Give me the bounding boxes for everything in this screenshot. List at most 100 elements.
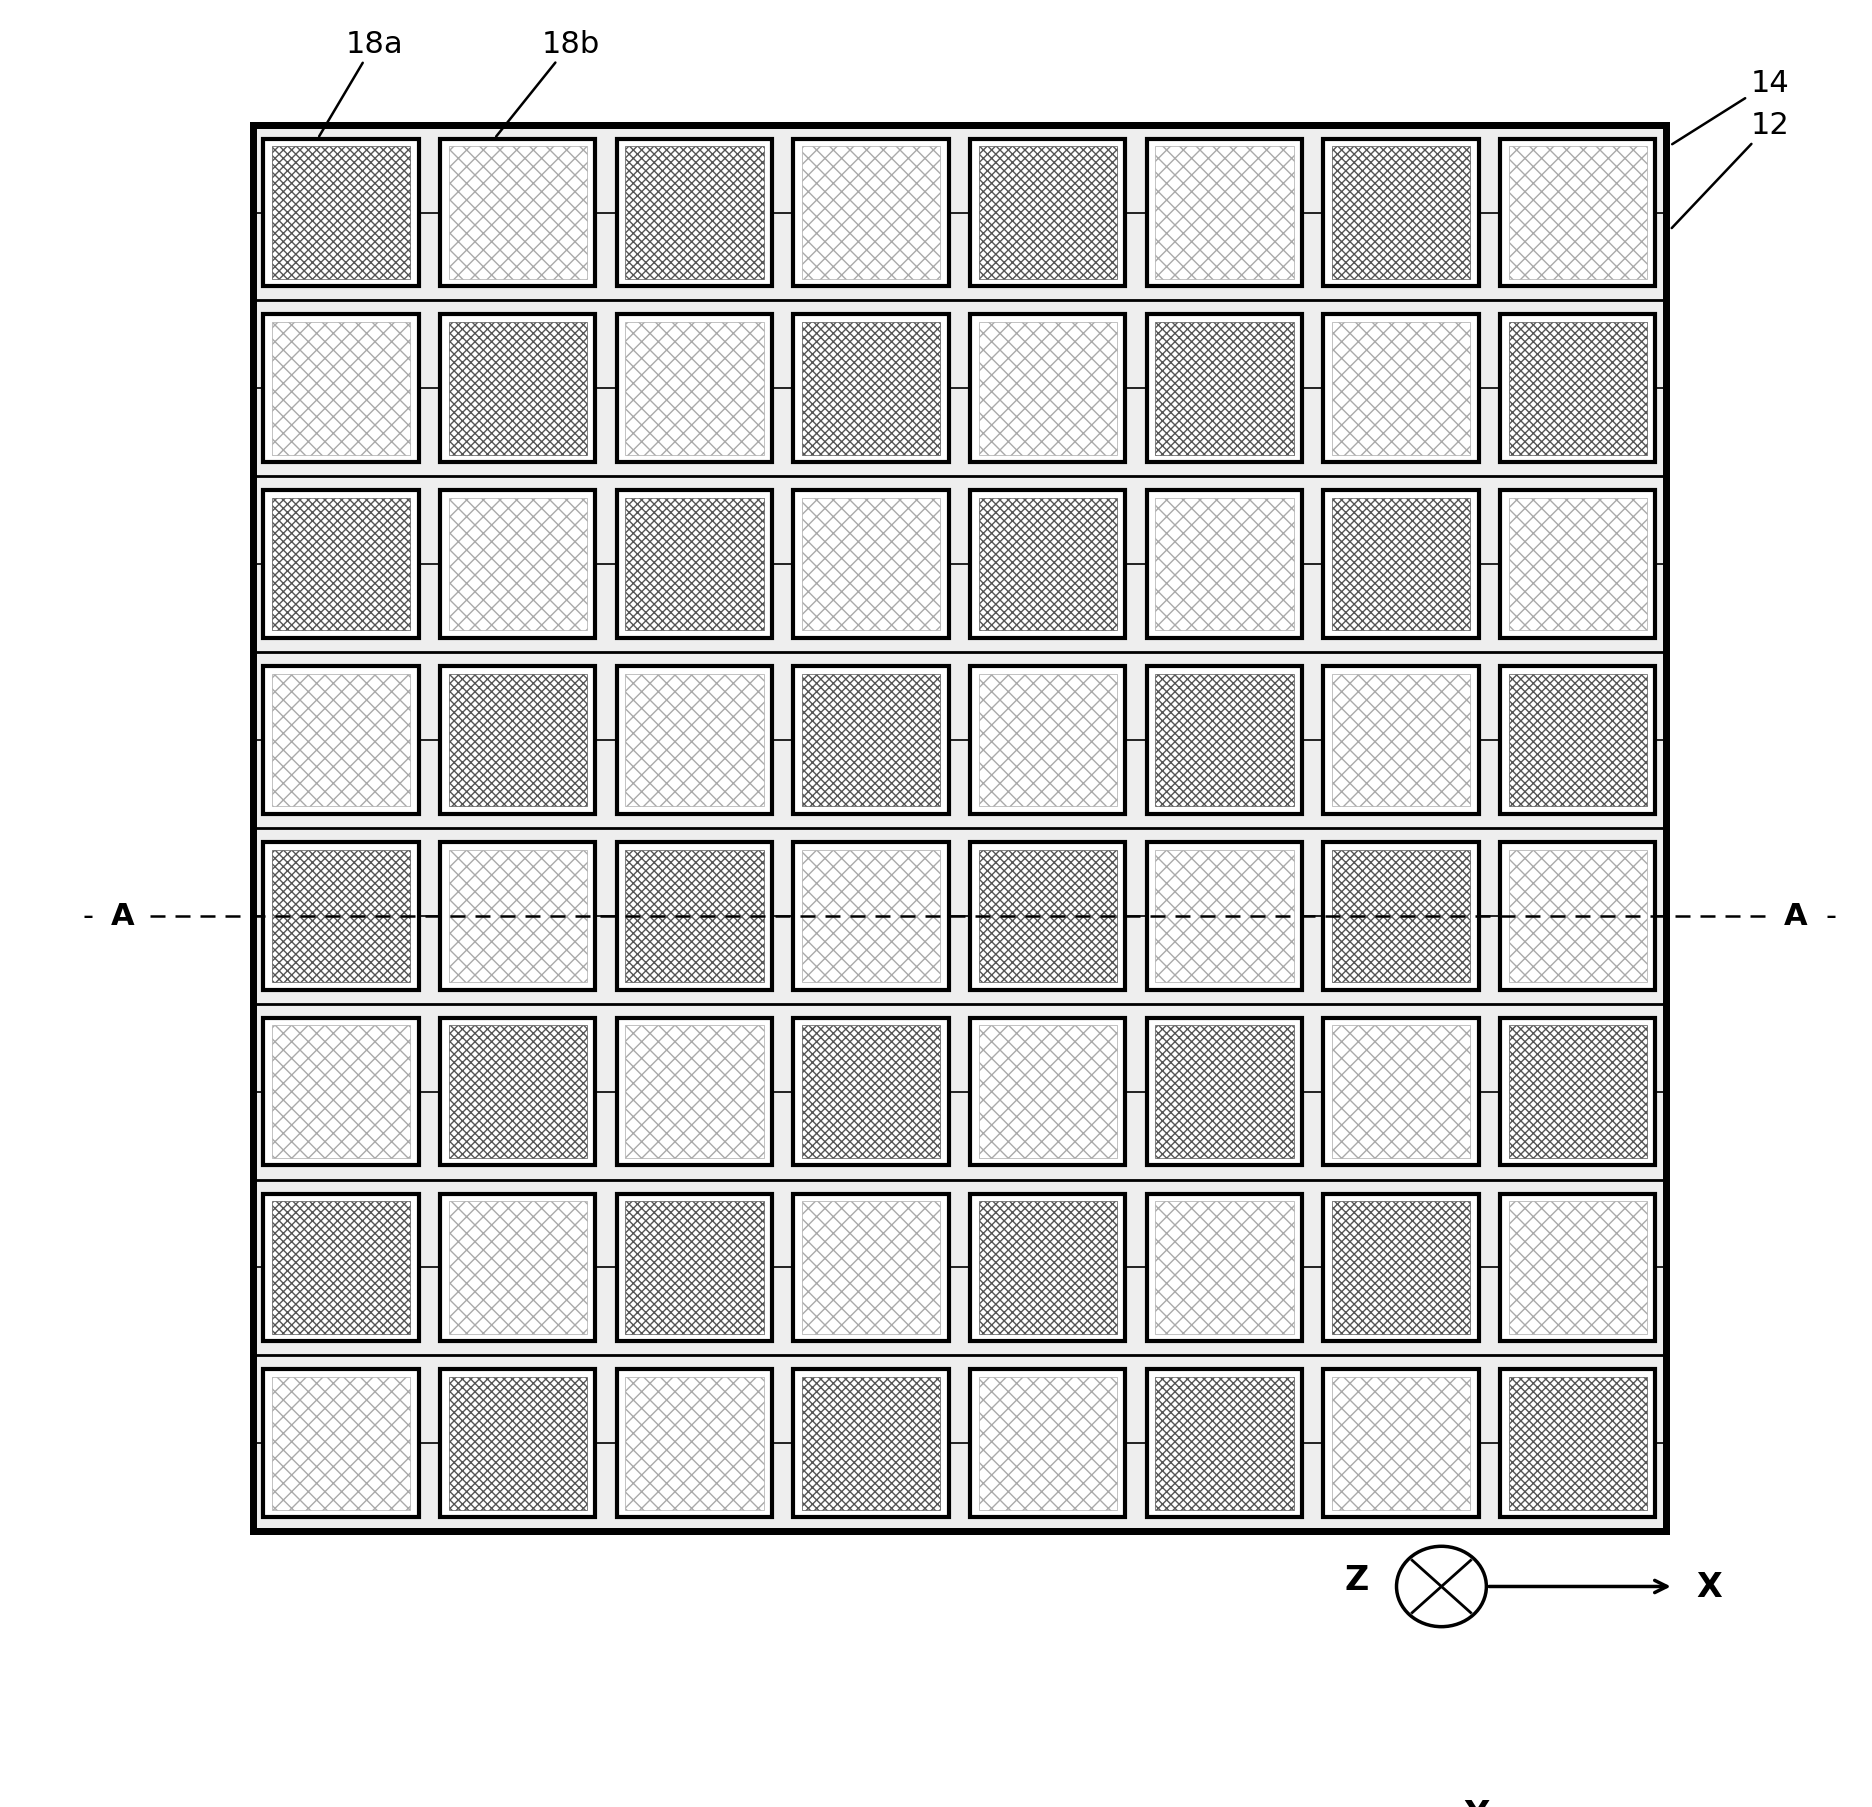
Bar: [440, 1017, 595, 1166]
Bar: [1155, 499, 1294, 631]
Bar: [979, 1202, 1118, 1334]
Text: A: A: [110, 902, 135, 931]
Text: Z: Z: [1344, 1563, 1368, 1596]
Bar: [801, 849, 940, 983]
Bar: [616, 1370, 771, 1518]
Bar: [271, 1377, 410, 1509]
Bar: [1331, 499, 1470, 631]
Bar: [794, 1370, 949, 1518]
Bar: [979, 674, 1118, 806]
Bar: [616, 492, 771, 638]
Bar: [1148, 1194, 1303, 1341]
Bar: [1148, 1017, 1303, 1166]
Bar: [449, 849, 588, 983]
Text: -: -: [1825, 902, 1836, 931]
Text: 18b: 18b: [496, 29, 601, 137]
Bar: [1324, 314, 1479, 463]
Bar: [271, 146, 410, 280]
Bar: [440, 1194, 595, 1341]
Bar: [1499, 842, 1655, 990]
Bar: [1331, 674, 1470, 806]
Bar: [1324, 667, 1479, 815]
Bar: [1331, 1026, 1470, 1158]
Bar: [794, 1194, 949, 1341]
Bar: [264, 492, 419, 638]
Bar: [1331, 1377, 1470, 1509]
Bar: [271, 849, 410, 983]
Bar: [271, 1202, 410, 1334]
Bar: [801, 674, 940, 806]
Bar: [1499, 492, 1655, 638]
Bar: [616, 1194, 771, 1341]
Text: 14: 14: [1672, 69, 1790, 145]
Bar: [440, 314, 595, 463]
Bar: [1155, 1377, 1294, 1509]
Bar: [264, 1370, 419, 1518]
Bar: [440, 139, 595, 287]
Bar: [801, 323, 940, 455]
Bar: [794, 667, 949, 815]
Bar: [1155, 849, 1294, 983]
Text: X: X: [1696, 1570, 1722, 1603]
Bar: [1509, 674, 1647, 806]
Bar: [970, 139, 1125, 287]
Bar: [1148, 492, 1303, 638]
Bar: [264, 139, 419, 287]
Bar: [794, 492, 949, 638]
Bar: [794, 1017, 949, 1166]
Bar: [1324, 1194, 1479, 1341]
Bar: [979, 499, 1118, 631]
Bar: [264, 314, 419, 463]
Text: A: A: [1784, 902, 1808, 931]
Bar: [1499, 1370, 1655, 1518]
Bar: [264, 842, 419, 990]
Bar: [1155, 1202, 1294, 1334]
Bar: [979, 849, 1118, 983]
Bar: [253, 125, 1666, 1531]
Bar: [970, 1194, 1125, 1341]
Bar: [970, 314, 1125, 463]
Bar: [794, 139, 949, 287]
Bar: [264, 1017, 419, 1166]
Bar: [271, 1026, 410, 1158]
Bar: [1148, 842, 1303, 990]
Bar: [625, 1202, 764, 1334]
Bar: [970, 842, 1125, 990]
Bar: [970, 1017, 1125, 1166]
Bar: [979, 1026, 1118, 1158]
Bar: [1331, 1202, 1470, 1334]
Bar: [449, 1026, 588, 1158]
Bar: [271, 499, 410, 631]
Bar: [271, 674, 410, 806]
Bar: [1499, 667, 1655, 815]
Bar: [1148, 314, 1303, 463]
Bar: [616, 139, 771, 287]
Bar: [440, 492, 595, 638]
Bar: [625, 674, 764, 806]
Bar: [440, 842, 595, 990]
Bar: [616, 842, 771, 990]
Bar: [449, 1377, 588, 1509]
Bar: [1509, 1026, 1647, 1158]
Bar: [1324, 1017, 1479, 1166]
Bar: [1148, 139, 1303, 287]
Bar: [801, 146, 940, 280]
Bar: [1509, 499, 1647, 631]
Bar: [794, 314, 949, 463]
Bar: [979, 323, 1118, 455]
Bar: [625, 849, 764, 983]
Bar: [1324, 842, 1479, 990]
Bar: [1148, 667, 1303, 815]
Bar: [625, 1026, 764, 1158]
Bar: [1509, 1377, 1647, 1509]
Bar: [801, 1026, 940, 1158]
Bar: [1148, 1370, 1303, 1518]
Bar: [264, 667, 419, 815]
Bar: [1324, 492, 1479, 638]
Text: Y: Y: [1464, 1798, 1488, 1807]
Bar: [616, 667, 771, 815]
Bar: [970, 1370, 1125, 1518]
Text: -: -: [82, 902, 94, 931]
Bar: [449, 499, 588, 631]
Bar: [625, 499, 764, 631]
